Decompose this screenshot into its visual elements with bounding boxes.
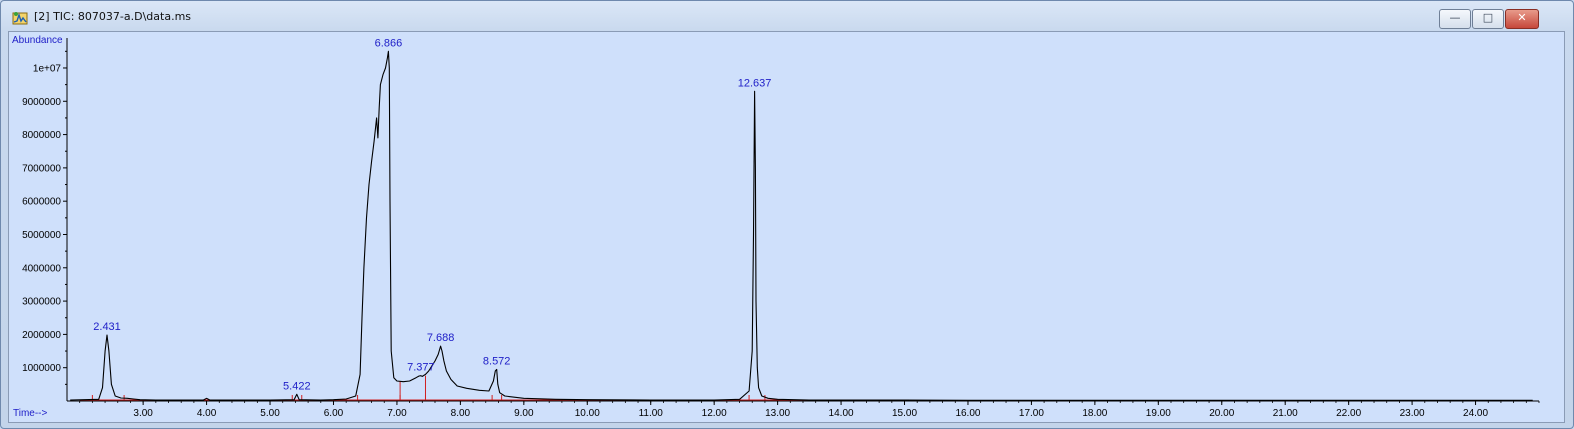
tic-trace — [70, 50, 1533, 401]
y-tick-label: 7000000 — [22, 163, 61, 174]
x-tick-label: 14.00 — [829, 408, 854, 419]
x-tick-label: 6.00 — [324, 408, 344, 419]
minimize-icon: — — [1449, 11, 1461, 24]
x-tick-label: 8.00 — [451, 408, 471, 419]
x-tick-label: 10.00 — [575, 408, 600, 419]
maximize-icon: □ — [1482, 11, 1494, 24]
y-tick-label: 9000000 — [22, 97, 61, 108]
x-tick-label: 16.00 — [955, 408, 980, 419]
peak-label: 2.431 — [93, 321, 121, 333]
x-tick-label: 15.00 — [892, 408, 917, 419]
x-tick-label: 21.00 — [1273, 408, 1298, 419]
x-tick-label: 17.00 — [1019, 408, 1044, 419]
y-axis-label: Abundance — [12, 35, 63, 46]
y-tick-label: 3000000 — [22, 297, 61, 308]
axes — [63, 38, 1540, 405]
maximize-button[interactable]: □ — [1472, 9, 1504, 29]
peak-label: 12.637 — [738, 77, 772, 89]
peak-label: 7.377 — [407, 362, 435, 374]
x-tick-label: 19.00 — [1146, 408, 1171, 419]
x-tick-label: 20.00 — [1209, 408, 1234, 419]
x-tick-labels: 3.00 4.00 5.00 6.00 7.00 8.00 9.00 10.00 11.00 12… — [133, 408, 1488, 419]
minimize-button[interactable]: — — [1439, 9, 1471, 29]
x-tick-label: 7.00 — [387, 408, 407, 419]
y-tick-label: 2000000 — [22, 330, 61, 341]
peak-label: 5.422 — [283, 380, 311, 392]
chromatogram-plot[interactable]: 1000000 2000000 3000000 4000000 5000000 60000… — [8, 31, 1565, 423]
y-tick-label: 5000000 — [22, 230, 61, 241]
peak-label: 7.688 — [427, 332, 455, 344]
x-tick-label: 3.00 — [133, 408, 153, 419]
integration-marks — [79, 375, 905, 401]
y-tick-label: 6000000 — [22, 197, 61, 208]
peak-label: 8.572 — [483, 355, 511, 367]
y-tick-labels: 1000000 2000000 3000000 4000000 5000000 60000… — [22, 63, 61, 374]
peak-labels: 2.431 5.422 6.866 7.377 7.688 8.572 12.637 — [93, 37, 771, 392]
tic-trace-line — [70, 50, 1533, 401]
close-icon: ✕ — [1517, 11, 1527, 24]
x-tick-label: 23.00 — [1400, 408, 1425, 419]
x-tick-label: 5.00 — [260, 408, 280, 419]
x-tick-label: 11.00 — [639, 408, 664, 419]
chromatogram-app-icon — [12, 12, 28, 25]
window-title: [2] TIC: 807037-a.D\data.ms — [34, 10, 192, 23]
title-bar[interactable]: [2] TIC: 807037-a.D\data.ms — □ ✕ — [1, 1, 1573, 31]
chromatogram-svg: 1000000 2000000 3000000 4000000 5000000 60000… — [12, 35, 1540, 419]
x-axis-label: Time--> — [13, 408, 48, 419]
x-tick-label: 9.00 — [514, 408, 534, 419]
y-tick-label: 8000000 — [22, 130, 61, 141]
x-tick-label: 4.00 — [197, 408, 217, 419]
x-tick-label: 13.00 — [765, 408, 790, 419]
x-tick-label: 24.00 — [1463, 408, 1488, 419]
close-button[interactable]: ✕ — [1505, 9, 1539, 29]
y-tick-label: 1e+07 — [33, 63, 62, 74]
x-tick-label: 22.00 — [1336, 408, 1361, 419]
y-tick-label: 4000000 — [22, 263, 61, 274]
x-tick-label: 18.00 — [1082, 408, 1107, 419]
peak-label: 6.866 — [375, 37, 403, 49]
y-tick-label: 1000000 — [22, 363, 61, 374]
x-tick-label: 12.00 — [702, 408, 727, 419]
